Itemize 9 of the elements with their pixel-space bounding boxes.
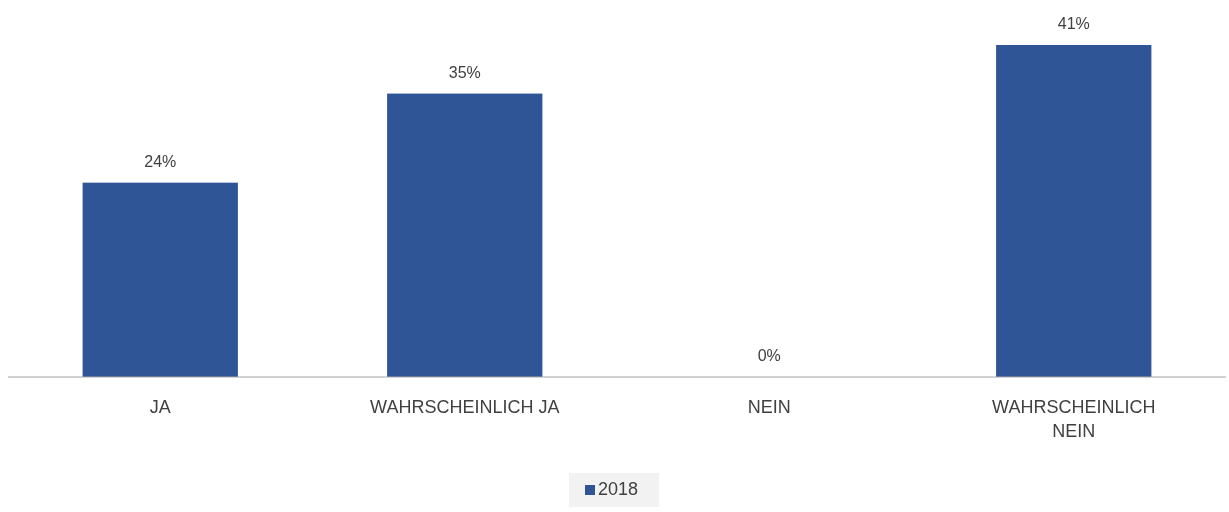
legend-label: 2018 <box>598 479 639 499</box>
data-label: 0% <box>757 347 781 364</box>
x-tick-label: JA <box>149 397 171 417</box>
x-tick-label: WAHRSCHEINLICH NEIN <box>992 397 1156 441</box>
x-tick-label: NEIN <box>747 397 791 417</box>
data-label: 24% <box>144 152 177 170</box>
data-label: 41% <box>1057 15 1090 32</box>
data-label: 35% <box>448 63 481 81</box>
x-tick-label: WAHRSCHEINLICH JA <box>370 397 560 417</box>
